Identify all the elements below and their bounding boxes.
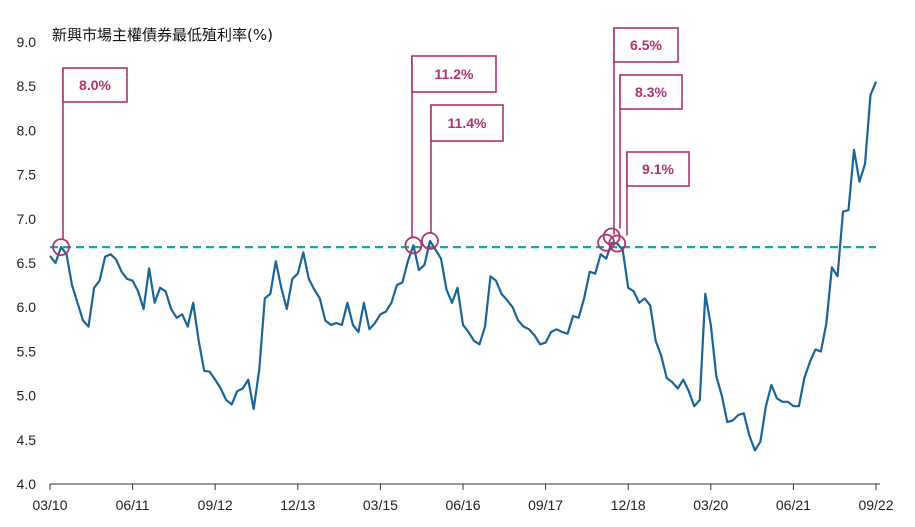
- annotation-marker: [421, 231, 439, 250]
- annotation-label: 9.1%: [642, 161, 674, 177]
- annotation-label: 8.0%: [79, 77, 111, 93]
- annotation-box: [619, 74, 683, 110]
- annotation-box: [62, 67, 128, 103]
- y-tick-label: 5.5: [17, 343, 37, 359]
- annotation-label: 11.2%: [435, 66, 474, 82]
- series-line: [49, 81, 878, 452]
- y-tick-label: 6.5: [17, 255, 37, 271]
- x-tick-label: 09/12: [198, 497, 233, 513]
- x-tick-label: 06/11: [116, 497, 150, 513]
- y-tick-label: 5.0: [17, 388, 37, 404]
- annotation-marker: [608, 234, 627, 253]
- annotation-marker: [52, 238, 70, 256]
- annotation-box: [613, 27, 679, 63]
- y-tick-label: 8.5: [17, 78, 37, 94]
- annotations: 8.0% 11.2% 11.4% 6.5% 8.3% 9.1%: [52, 27, 690, 256]
- annotation-box: [430, 104, 504, 142]
- y-tick-label: 6.0: [17, 299, 37, 315]
- y-axis: 9.0 8.5 8.0 7.5 7.0 6.5 6.0 5.5 5.0 4.5 4.0: [17, 34, 37, 492]
- y-tick-label: 4.5: [17, 432, 37, 448]
- annotation-marker: [597, 233, 616, 252]
- x-tick-label: 03/10: [32, 497, 67, 513]
- x-tick-label: 12/18: [611, 497, 646, 513]
- y-tick-label: 4.0: [17, 476, 37, 492]
- y-tick-label: 8.0: [17, 122, 37, 138]
- annotation-box: [626, 151, 690, 187]
- x-axis: 03/10 06/11 09/12 12/13 03/15 06/16 09/17 12/18…: [32, 483, 894, 513]
- annotation-marker: [404, 236, 423, 255]
- chart-title: 新興市場主權債券最低殖利率(%): [52, 26, 273, 44]
- x-tick-label: 12/13: [280, 497, 315, 513]
- y-tick-label: 7.0: [17, 211, 37, 227]
- x-tick-label: 03/20: [693, 497, 728, 513]
- annotation-box: [411, 55, 497, 93]
- x-tick-label: 06/21: [776, 497, 811, 513]
- x-tick-label: 06/16: [445, 497, 480, 513]
- annotation-label: 11.4%: [448, 115, 487, 131]
- y-tick-label: 9.0: [17, 34, 37, 50]
- x-tick-label: 03/15: [363, 497, 398, 513]
- y-tick-label: 7.5: [17, 167, 37, 183]
- annotation-label: 8.3%: [635, 84, 667, 100]
- x-tick-label: 09/22: [858, 497, 893, 513]
- x-tick-label: 09/17: [528, 497, 563, 513]
- annotation-label: 6.5%: [630, 37, 662, 53]
